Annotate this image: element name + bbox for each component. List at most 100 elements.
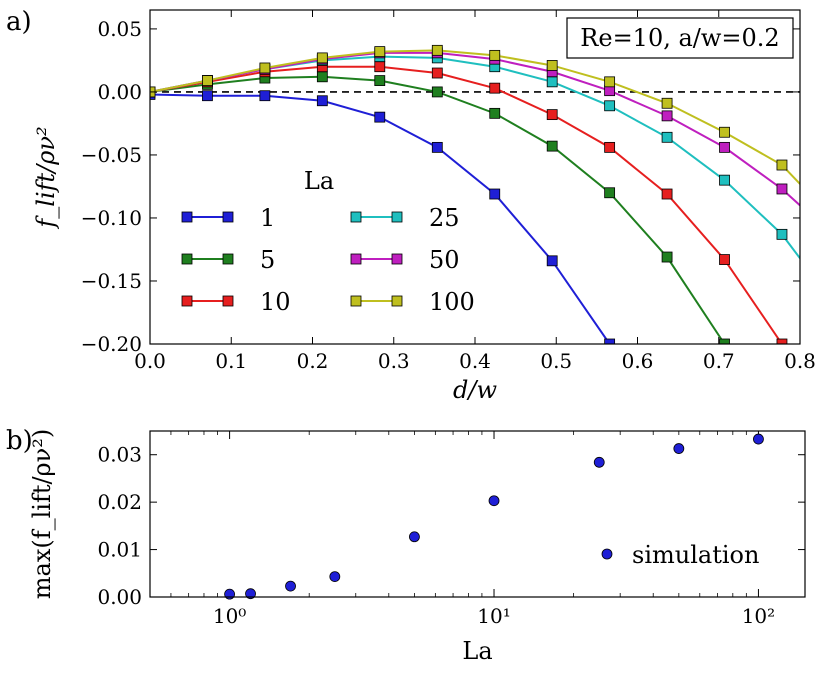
data-marker-La-100 xyxy=(776,159,788,171)
data-marker-La-1 xyxy=(604,338,616,344)
data-marker-La-5 xyxy=(546,140,558,152)
x-axis-label: La xyxy=(462,637,492,665)
legend-marker-La-10 xyxy=(222,295,234,307)
legend-marker-La-25 xyxy=(391,211,403,223)
data-marker-La-1 xyxy=(546,255,558,267)
legend-marker-La-5 xyxy=(181,253,193,265)
plot-frame xyxy=(149,430,806,598)
data-point xyxy=(224,588,235,600)
legend-label-La-100: 100 xyxy=(429,288,475,316)
y-tick-label: −0.20 xyxy=(81,332,142,356)
data-marker-La-10 xyxy=(374,61,386,73)
y-tick-label: 0.00 xyxy=(97,80,142,104)
data-marker-La-100 xyxy=(604,76,616,88)
legend-label-La-10: 10 xyxy=(260,288,291,316)
legend-marker-La-25 xyxy=(350,211,362,223)
data-point xyxy=(593,456,605,468)
data-marker-La-100 xyxy=(431,44,443,56)
x-tick-label: 0.5 xyxy=(540,349,572,373)
data-point xyxy=(488,495,500,507)
series-line-La-10 xyxy=(150,65,783,344)
legend-marker xyxy=(601,548,613,560)
data-marker-La-5 xyxy=(604,187,616,199)
data-marker-La-50 xyxy=(776,183,788,195)
data-marker-La-5 xyxy=(489,107,501,119)
y-tick-label: −0.15 xyxy=(81,269,142,293)
data-marker-La-1 xyxy=(431,141,443,153)
data-marker-La-10 xyxy=(431,67,443,79)
chart-a: 0.0 0.1 0.2 0.3 0.4 0.5 0.6 0.7 0.8 −0.20 −0.15 −0.… xyxy=(32,9,816,404)
data-marker-La-50 xyxy=(661,110,673,122)
data-point xyxy=(245,588,256,600)
data-marker-La-100 xyxy=(202,75,213,86)
data-marker-La-25 xyxy=(546,76,558,88)
y-tick-label: −0.10 xyxy=(81,206,142,230)
data-marker-La-100 xyxy=(259,62,271,74)
x-tick-label: 10² xyxy=(742,604,775,628)
legend-label-La-50: 50 xyxy=(429,246,460,274)
legend-label-La-25: 25 xyxy=(429,204,460,232)
legend-marker-La-5 xyxy=(222,253,234,265)
data-marker-La-100 xyxy=(316,52,328,64)
chart-b: 10⁰ 10¹ 10² 0.00 0.01 0.02 0.03 simulation La max… xyxy=(28,429,806,665)
data-point xyxy=(329,571,341,583)
data-marker-La-10 xyxy=(489,82,501,94)
x-tick-label: 0.8 xyxy=(784,349,816,373)
legend-label-La-5: 5 xyxy=(260,246,275,274)
data-marker-La-100 xyxy=(374,46,386,57)
data-marker-La-10 xyxy=(604,141,616,153)
data-marker-La-1 xyxy=(489,188,501,200)
series-line-La-1 xyxy=(150,93,611,344)
y-tick-label: 0.00 xyxy=(97,585,142,609)
data-marker-La-5 xyxy=(661,251,673,263)
data-marker-La-5 xyxy=(431,86,443,98)
data-marker-La-1 xyxy=(316,95,328,107)
data-point xyxy=(285,580,296,592)
annotation-box xyxy=(566,17,794,59)
data-marker-La-25 xyxy=(776,228,788,240)
y-axis-label: f_lift/ρν² xyxy=(32,126,60,229)
series-group xyxy=(150,44,800,344)
x-tick-label: 0.7 xyxy=(703,349,735,373)
legend-marker-La-10 xyxy=(181,295,193,307)
y-tick-label: 0.05 xyxy=(97,17,142,41)
x-tick-label: 0.6 xyxy=(622,349,654,373)
x-tick-label: 0.0 xyxy=(134,349,166,373)
data-marker-La-100 xyxy=(489,49,501,61)
legend-label: simulation xyxy=(632,541,759,569)
data-point xyxy=(753,433,764,445)
x-tick-label: 0.4 xyxy=(459,349,491,373)
legend-marker-La-1 xyxy=(222,211,234,223)
data-marker-La-1 xyxy=(259,90,271,102)
panel-b-label: b) xyxy=(6,426,33,456)
data-point xyxy=(409,531,420,543)
legend-marker-La-50 xyxy=(350,253,362,265)
x-tick-label: 0.3 xyxy=(378,349,410,373)
y-axis-label: max(f_lift/ρν²) xyxy=(28,429,56,600)
data-marker-La-10 xyxy=(546,109,558,121)
data-marker-La-10 xyxy=(776,338,788,344)
legend-marker-La-1 xyxy=(181,211,193,223)
data-marker-La-10 xyxy=(719,254,730,265)
x-tick-label: 10⁰ xyxy=(213,604,246,628)
x-tick-label: 0.2 xyxy=(297,349,329,373)
legend-label-La-1: 1 xyxy=(260,204,275,232)
data-marker-La-5 xyxy=(719,338,730,344)
y-tick-label: −0.05 xyxy=(81,143,142,167)
x-axis-label: d/w xyxy=(453,376,497,404)
x-tick-label: 0.1 xyxy=(215,349,247,373)
data-marker-La-5 xyxy=(316,71,328,83)
legend-marker-La-50 xyxy=(391,253,403,265)
series-line-La-25 xyxy=(150,55,800,259)
data-marker-La-50 xyxy=(719,141,730,153)
y-tick-label: 0.03 xyxy=(97,443,142,467)
y-tick-label: 0.02 xyxy=(97,490,142,514)
annotation-text: Re=10, a/w=0.2 xyxy=(580,24,779,52)
legend-marker-La-100 xyxy=(350,295,362,307)
panel-a-label: a) xyxy=(6,7,32,37)
legend-title: La xyxy=(304,167,334,195)
data-marker-La-25 xyxy=(604,100,616,112)
y-tick-label: 0.01 xyxy=(97,538,142,562)
data-marker-La-1 xyxy=(202,90,213,102)
